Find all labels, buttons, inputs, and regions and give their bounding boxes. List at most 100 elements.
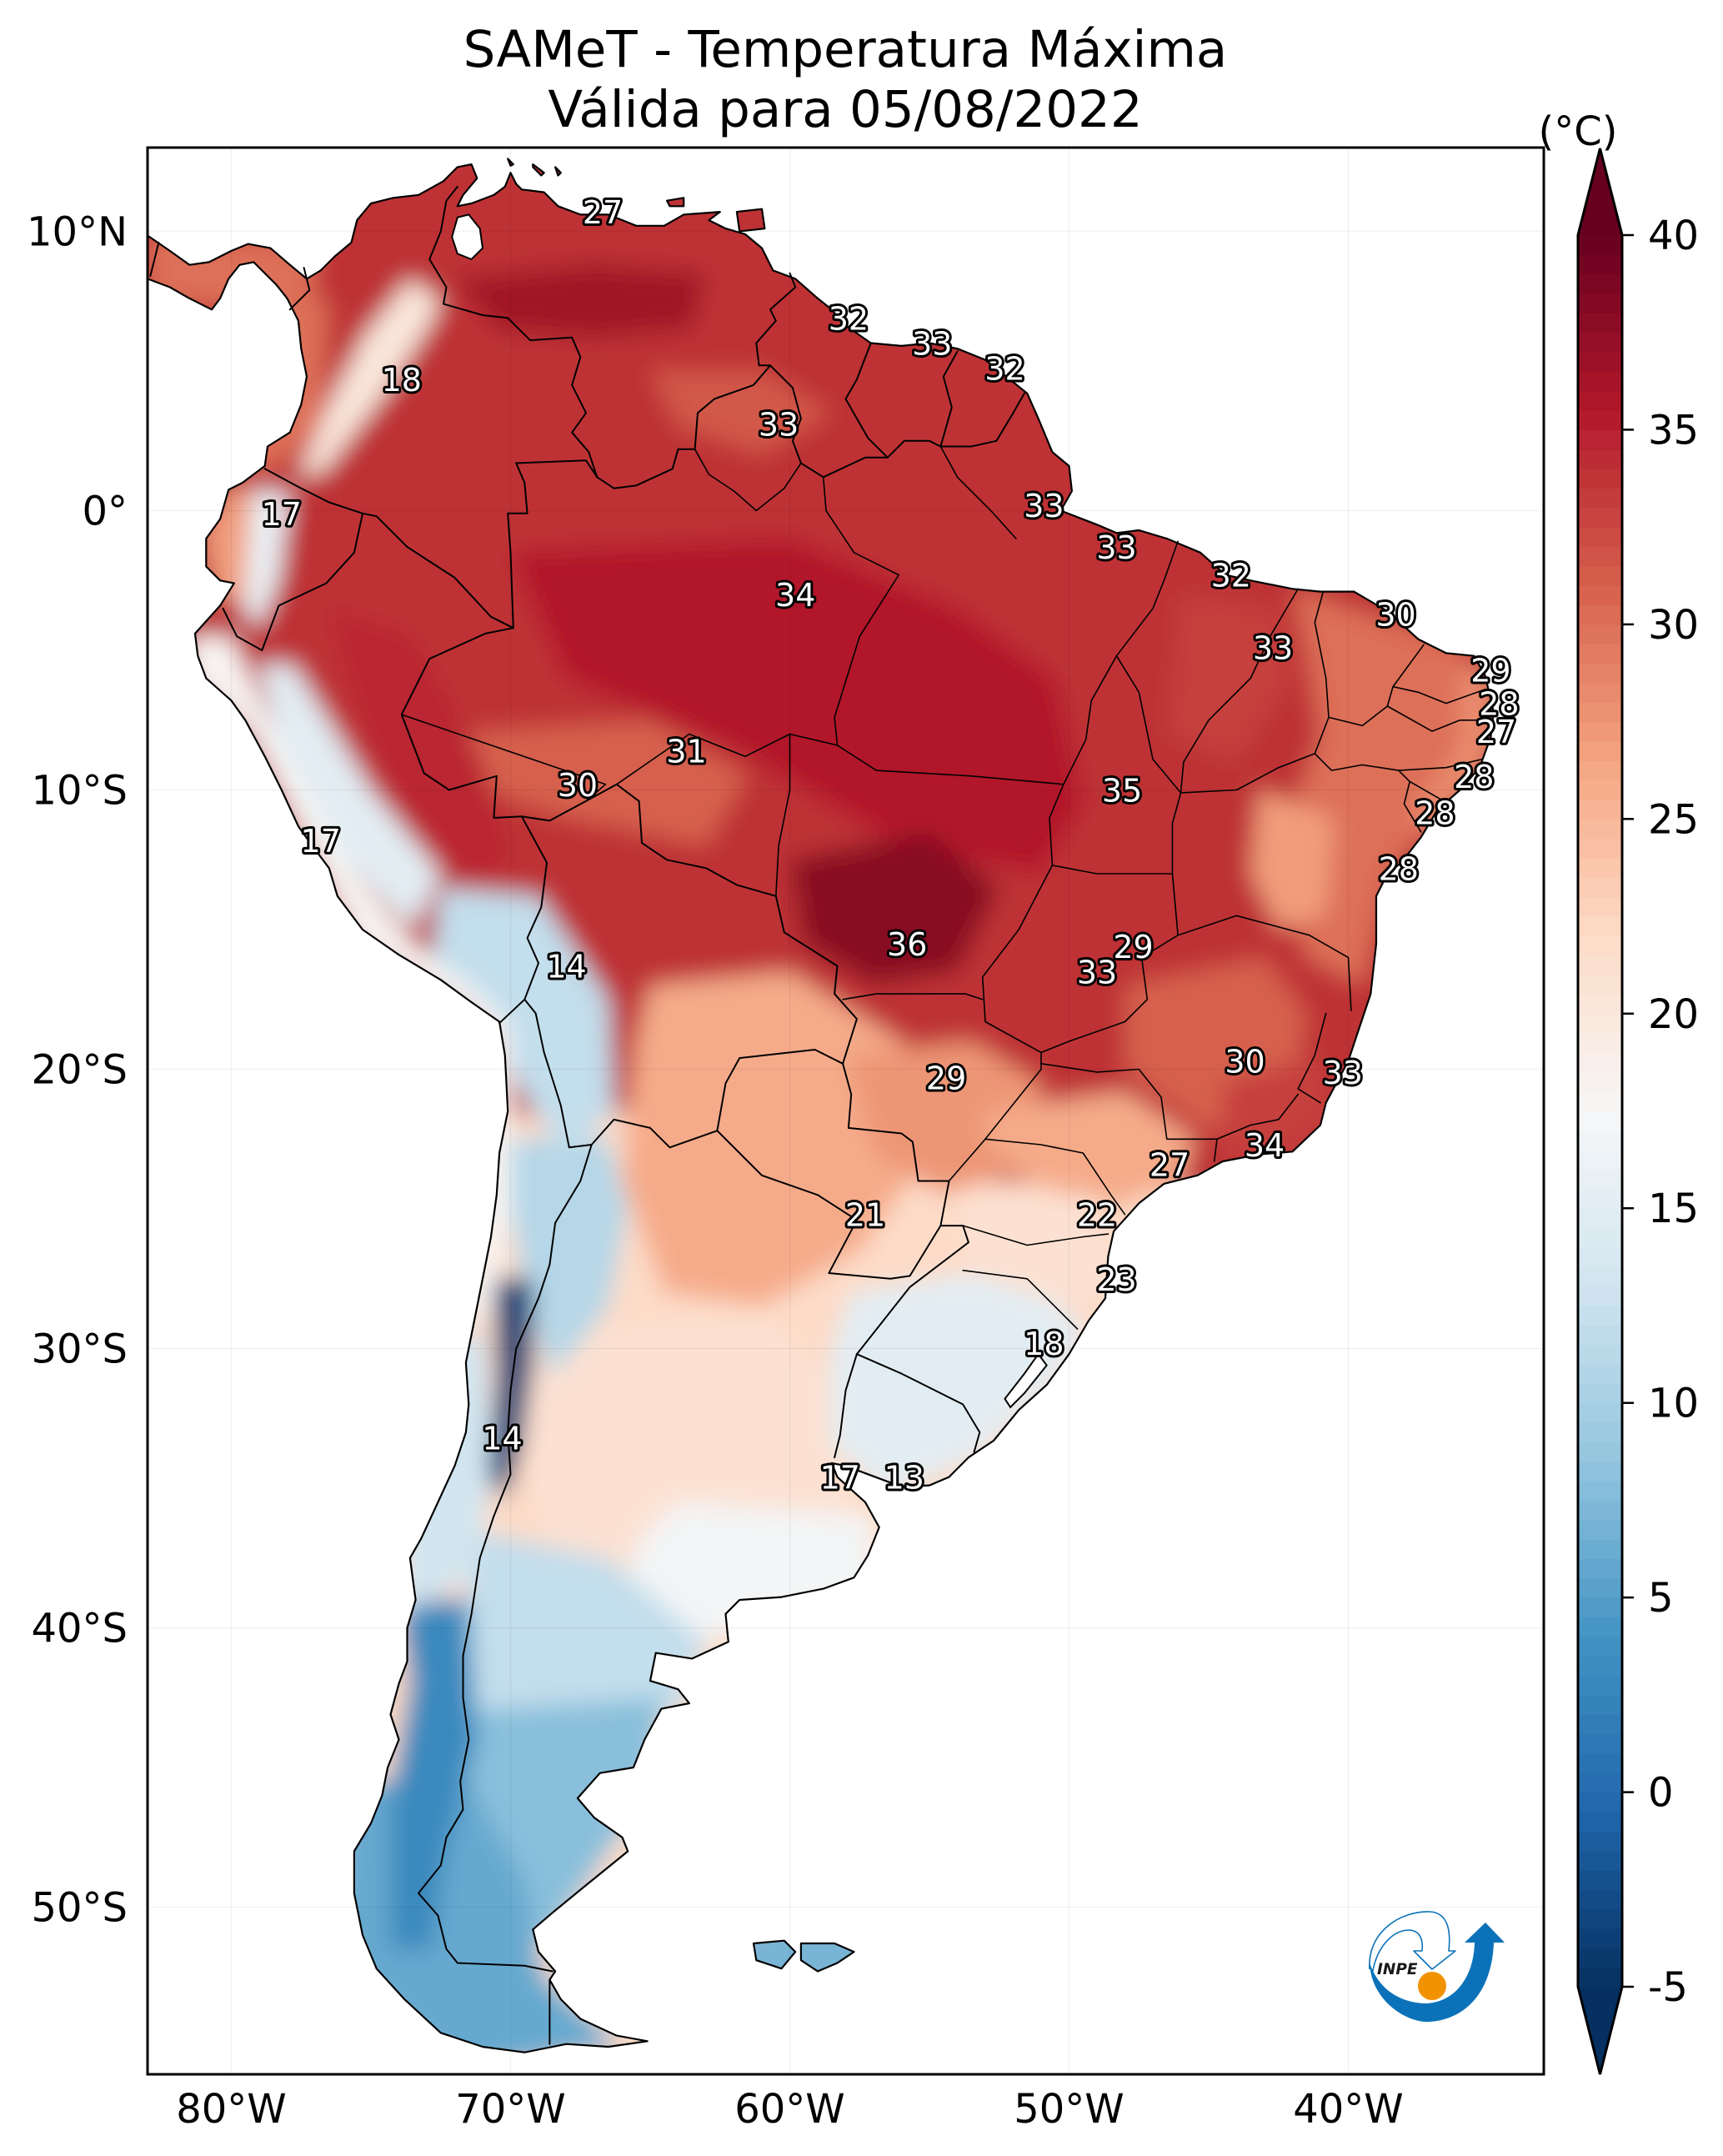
colorbar-band <box>1578 371 1622 392</box>
station-label: 29 <box>926 1060 966 1097</box>
colorbar-band <box>1578 273 1622 294</box>
field-region-altiplano <box>432 887 614 1153</box>
colorbar-band <box>1578 780 1622 800</box>
state-border <box>1177 915 1352 1011</box>
colorbar-band <box>1578 1811 1622 1832</box>
colorbar-band <box>1578 1656 1622 1677</box>
colorbar-band <box>1578 1733 1622 1754</box>
state-border <box>1403 780 1422 833</box>
colorbar-band <box>1578 604 1622 625</box>
state-border <box>1115 540 1179 657</box>
colorbar-band <box>1578 1383 1622 1404</box>
colorbar-tick-label: 15 <box>1648 1186 1699 1232</box>
station-label: 28 <box>1379 850 1419 887</box>
country-border <box>755 272 797 367</box>
colorbar-band <box>1578 721 1622 742</box>
colorbar-band <box>1578 1948 1622 1968</box>
coastline-island <box>666 197 685 208</box>
colorbar-band <box>1578 1597 1622 1618</box>
station-label: 33 <box>1323 1055 1363 1091</box>
station-label: 30 <box>558 767 598 804</box>
colorbar-band <box>1578 838 1622 859</box>
colorbar-band <box>1578 1519 1622 1540</box>
lat-tick-label: 10°S <box>31 768 128 815</box>
country-border <box>493 783 858 1065</box>
colorbar-band <box>1578 663 1622 684</box>
state-border <box>1040 1063 1218 1141</box>
colorbar-band <box>1578 469 1622 489</box>
station-label: 18 <box>382 362 422 399</box>
field-region-sao-paulo <box>985 1091 1195 1209</box>
colorbar-band <box>1578 254 1622 275</box>
colorbar-band <box>1578 1928 1622 1948</box>
station-label: 32 <box>829 300 869 337</box>
lake <box>451 213 484 261</box>
state-border <box>1180 716 1330 794</box>
colorbar-band <box>1578 1344 1622 1365</box>
country-border <box>590 1118 719 1149</box>
logo-swoosh-arrow-icon <box>1370 1923 1505 2023</box>
state-border <box>1180 588 1299 794</box>
state-border <box>1115 654 1182 875</box>
field-region-northeast <box>1278 589 1488 985</box>
field-region-maranhao-piaui <box>1166 594 1293 762</box>
lon-tick-label: 50°W <box>1014 2086 1124 2133</box>
colorbar-band <box>1578 1150 1622 1171</box>
coastline-island <box>799 1942 855 1973</box>
colorbar-band <box>1578 799 1622 820</box>
station-label: 35 <box>1102 773 1142 810</box>
colorbar-tick-label: 35 <box>1648 407 1699 454</box>
country-border <box>886 439 942 459</box>
station-label: 27 <box>1150 1146 1190 1183</box>
colorbar-band <box>1578 565 1622 586</box>
lon-tick-label: 40°W <box>1293 2086 1404 2133</box>
colorbar-band <box>1578 352 1622 373</box>
field-region-ms-parana <box>845 1041 1041 1196</box>
colorbar-band <box>1578 1831 1622 1852</box>
field-region-parana-sc <box>957 1195 1117 1307</box>
colorbar-band <box>1578 1442 1622 1462</box>
colorbar-band <box>1578 1130 1622 1151</box>
state-border <box>939 445 1017 539</box>
colorbar-band <box>1578 1714 1622 1735</box>
field-region-pampas-south <box>622 1502 874 1656</box>
colorbar-band <box>1578 1325 1622 1346</box>
state-borders <box>401 445 1495 1330</box>
logo-text: INPE <box>1377 1961 1418 1978</box>
field-region-rio-grande-sul <box>831 1273 1089 1494</box>
state-border <box>962 1225 1109 1246</box>
colorbar-band <box>1578 1617 1622 1637</box>
colorbar-band <box>1578 1111 1622 1131</box>
colorbar-band <box>1578 1422 1622 1442</box>
colorbar-band <box>1578 235 1622 255</box>
state-border <box>616 733 839 785</box>
lon-tick-label: 80°W <box>176 2086 287 2133</box>
colorbar-tick-label: 25 <box>1648 796 1699 843</box>
colorbar-band <box>1578 935 1622 956</box>
station-label: 34 <box>775 577 815 614</box>
lat-tick-label: 50°S <box>31 1885 128 1932</box>
colorbar-band <box>1578 975 1622 995</box>
colorbar-band <box>1578 740 1622 761</box>
state-border <box>962 1269 1079 1330</box>
colorbar-band <box>1578 955 1622 975</box>
lat-tick-label: 20°S <box>31 1047 128 1094</box>
colorbar-band <box>1578 877 1622 898</box>
lake <box>1004 1352 1048 1409</box>
gridlines <box>148 148 1544 2075</box>
station-label: 17 <box>301 823 341 860</box>
state-border <box>1213 1138 1218 1162</box>
colorbar-band <box>1578 1208 1622 1229</box>
colorbar-tick-label: 5 <box>1648 1575 1674 1622</box>
station-label: 33 <box>759 407 799 444</box>
country-border <box>939 392 1025 448</box>
colorbar-unit-label: (°C) <box>1539 108 1618 155</box>
station-label: 34 <box>1245 1127 1285 1164</box>
state-border <box>1216 1093 1299 1141</box>
lat-tick-label: 0° <box>82 489 128 535</box>
colorbar-band <box>1578 760 1622 781</box>
country-border <box>222 512 363 651</box>
colorbar-band <box>1578 1889 1622 1910</box>
